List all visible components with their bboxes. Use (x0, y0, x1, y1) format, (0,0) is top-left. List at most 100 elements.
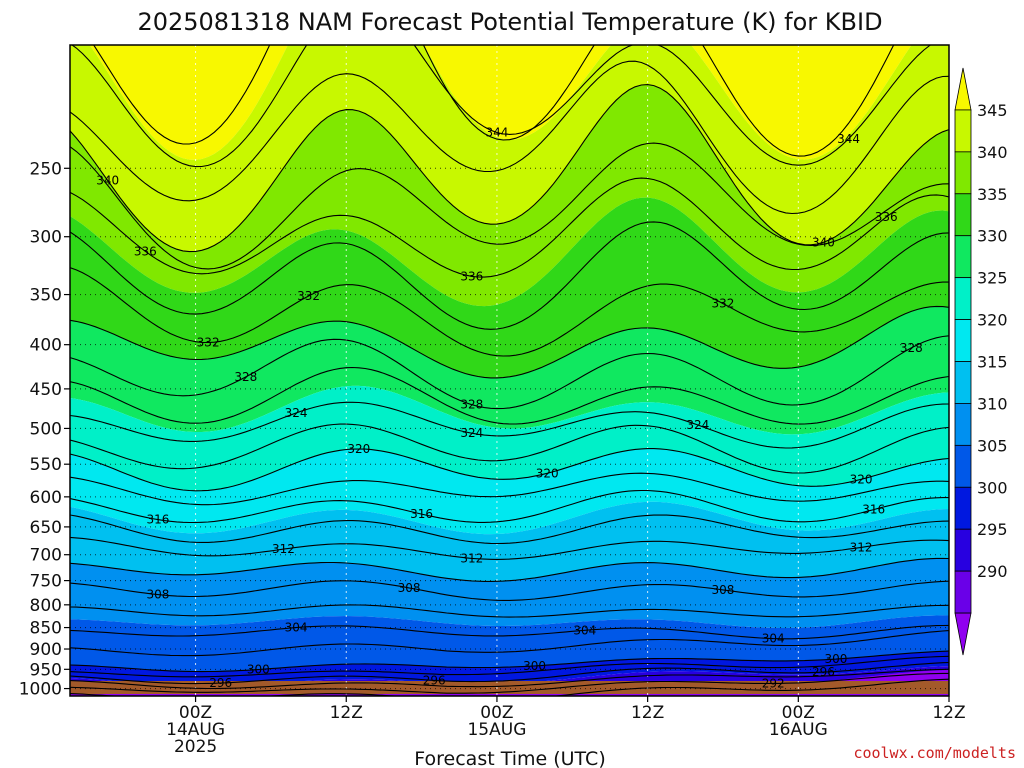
colorbar-cap-top (954, 67, 972, 111)
isentrope-296 (70, 661, 949, 685)
contour-label-332: 332 (297, 289, 320, 303)
contour-label-300: 300 (247, 662, 270, 676)
chart-title: 2025081318 NAM Forecast Potential Temper… (137, 8, 882, 36)
x-axis-label: Forecast Time (UTC) (414, 748, 605, 768)
contour-label-304: 304 (573, 623, 596, 637)
x-tick-label: 16AUG (769, 720, 828, 740)
band-340 (70, 84, 949, 307)
colorbar-swatch (954, 193, 972, 237)
isentrope-314 (70, 514, 949, 545)
x-tick-label: 00Z (782, 703, 815, 723)
isentrope-316 (70, 489, 949, 524)
isentrope-300 (70, 650, 949, 673)
credit-text: coolwx.com/modelts (853, 744, 1016, 762)
ground-strip (70, 681, 949, 694)
y-tick-label: 400 (30, 336, 62, 356)
colorbar-label-300: 300 (977, 478, 1008, 497)
colorbar-swatch (954, 528, 972, 572)
y-tick-label: 1000 (19, 680, 62, 700)
isentrope-340 (70, 84, 949, 253)
x-tick-label: 2025 (174, 737, 217, 757)
contour-label-344: 344 (485, 125, 508, 139)
x-tick-label: 00Z (480, 703, 513, 723)
contour-label-312: 312 (850, 540, 873, 554)
isentrope-294 (70, 668, 949, 690)
isentrope-324 (70, 401, 949, 449)
x-tick-label: 12Z (932, 703, 965, 723)
contour-label-308: 308 (712, 583, 735, 597)
colorbar-label-330: 330 (977, 227, 1008, 246)
contour-label-304: 304 (762, 632, 785, 646)
contour-label-296: 296 (423, 673, 446, 687)
contour-label-308: 308 (398, 581, 421, 595)
contour-labels: 344 344 340 340 336 336 336 332 332 332 328 328 328 3… (96, 125, 923, 690)
isentrope-342 (70, 60, 949, 215)
contour-label-336: 336 (875, 210, 898, 224)
contour-label-320: 320 (850, 472, 873, 486)
contour-label-320: 320 (347, 442, 370, 456)
y-tick-label: 550 (30, 455, 62, 475)
colorbar-label-335: 335 (977, 185, 1008, 204)
x-tick-label: 12Z (330, 703, 363, 723)
band-350 (89, 45, 912, 160)
band-305 (70, 615, 949, 672)
contour-label-320: 320 (536, 466, 559, 480)
colorbar-label-290: 290 (977, 562, 1008, 581)
band-320 (70, 448, 949, 535)
contour-label-316: 316 (146, 513, 169, 527)
y-tick-label: 250 (30, 159, 62, 179)
colorbar-label-315: 315 (977, 353, 1008, 372)
contour-label-328: 328 (900, 341, 923, 355)
y-tick-label: 650 (30, 518, 62, 538)
y-tick-label: 300 (30, 228, 62, 248)
colorbar-swatch (954, 361, 972, 404)
colorbar-label-345: 345 (977, 101, 1008, 120)
x-tick-label: 14AUG (166, 720, 225, 740)
isentrope-308 (70, 580, 949, 601)
contour-label-336: 336 (460, 269, 483, 283)
colorbar-label-310: 310 (977, 394, 1008, 413)
colorbar-label-305: 305 (977, 436, 1008, 455)
isentrope-326 (70, 366, 949, 425)
contour-label-300: 300 (825, 652, 848, 666)
y-tick-label: 950 (30, 660, 62, 680)
y-tick-label: 800 (30, 596, 62, 616)
colorbar-label-295: 295 (977, 520, 1008, 539)
y-tick-label: 750 (30, 572, 62, 592)
colorbar-swatch (954, 277, 972, 320)
contour-label-324: 324 (285, 406, 308, 420)
colorbar-label-320: 320 (977, 311, 1008, 330)
colorbar-swatch (954, 570, 972, 614)
x-tick-label: 15AUG (467, 720, 526, 740)
isentrope-318 (70, 472, 949, 506)
colorbar-swatch (954, 486, 972, 530)
band-310 (70, 558, 949, 628)
isentrope-292 (70, 672, 949, 694)
x-tick-label: 00Z (179, 703, 212, 723)
isentrope-302 (70, 630, 949, 657)
contour-label-304: 304 (285, 621, 308, 635)
colorbar-cap-bottom (954, 612, 972, 656)
colorbar-label-340: 340 (977, 143, 1008, 162)
contour-label-332: 332 (712, 297, 735, 311)
contour-label-316: 316 (862, 503, 885, 517)
contour-label-296: 296 (209, 676, 232, 690)
contour-label-308: 308 (146, 588, 169, 602)
contour-label-344: 344 (837, 132, 860, 146)
y-tick-label: 500 (30, 419, 62, 439)
contour-label-300: 300 (523, 659, 546, 673)
colorbar-swatch (954, 235, 972, 279)
isentrope-310 (70, 557, 949, 582)
contour-label-332: 332 (197, 336, 220, 350)
isentrope-344 (71, 45, 932, 168)
plot-frame (69, 44, 950, 697)
isentrope-304 (70, 624, 949, 640)
colorbar: 345 340 335 330 325 320 315 310 305 300 295 290 (954, 67, 1008, 656)
x-tick-label: 12Z (631, 703, 664, 723)
isentrope-322 (70, 423, 949, 474)
y-tick-label: 600 (30, 488, 62, 508)
contour-label-336: 336 (134, 244, 157, 258)
colorbar-swatch (954, 403, 972, 446)
grid-lines (70, 45, 949, 696)
band-330 (70, 306, 949, 435)
